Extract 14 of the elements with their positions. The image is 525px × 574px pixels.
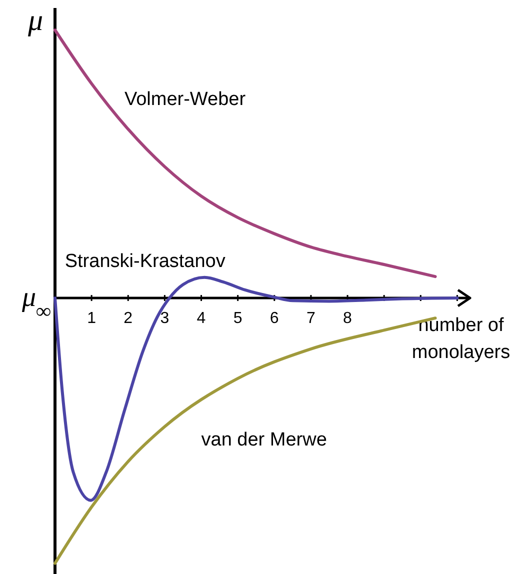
series-label: Volmer-Weber — [124, 89, 246, 110]
series-label: van der Merwe — [201, 429, 327, 450]
x-tick-label: 8 — [343, 310, 352, 327]
x-axis-title: number of monolayers — [412, 315, 510, 363]
x-tick-label: 6 — [270, 310, 279, 327]
series-label: Stranski-Krastanov — [64, 251, 226, 272]
annotation: μ$_{∞}$ — [20, 282, 52, 323]
x-tick-label: 3 — [160, 310, 170, 327]
x-tick-label: 7 — [306, 310, 316, 327]
x-tick-label: 1 — [87, 310, 96, 327]
y-axis-title: μ — [26, 4, 43, 37]
x-tick-label: 5 — [233, 310, 242, 327]
x-tick-label: 4 — [196, 310, 206, 327]
x-tick-label: 2 — [124, 310, 133, 327]
